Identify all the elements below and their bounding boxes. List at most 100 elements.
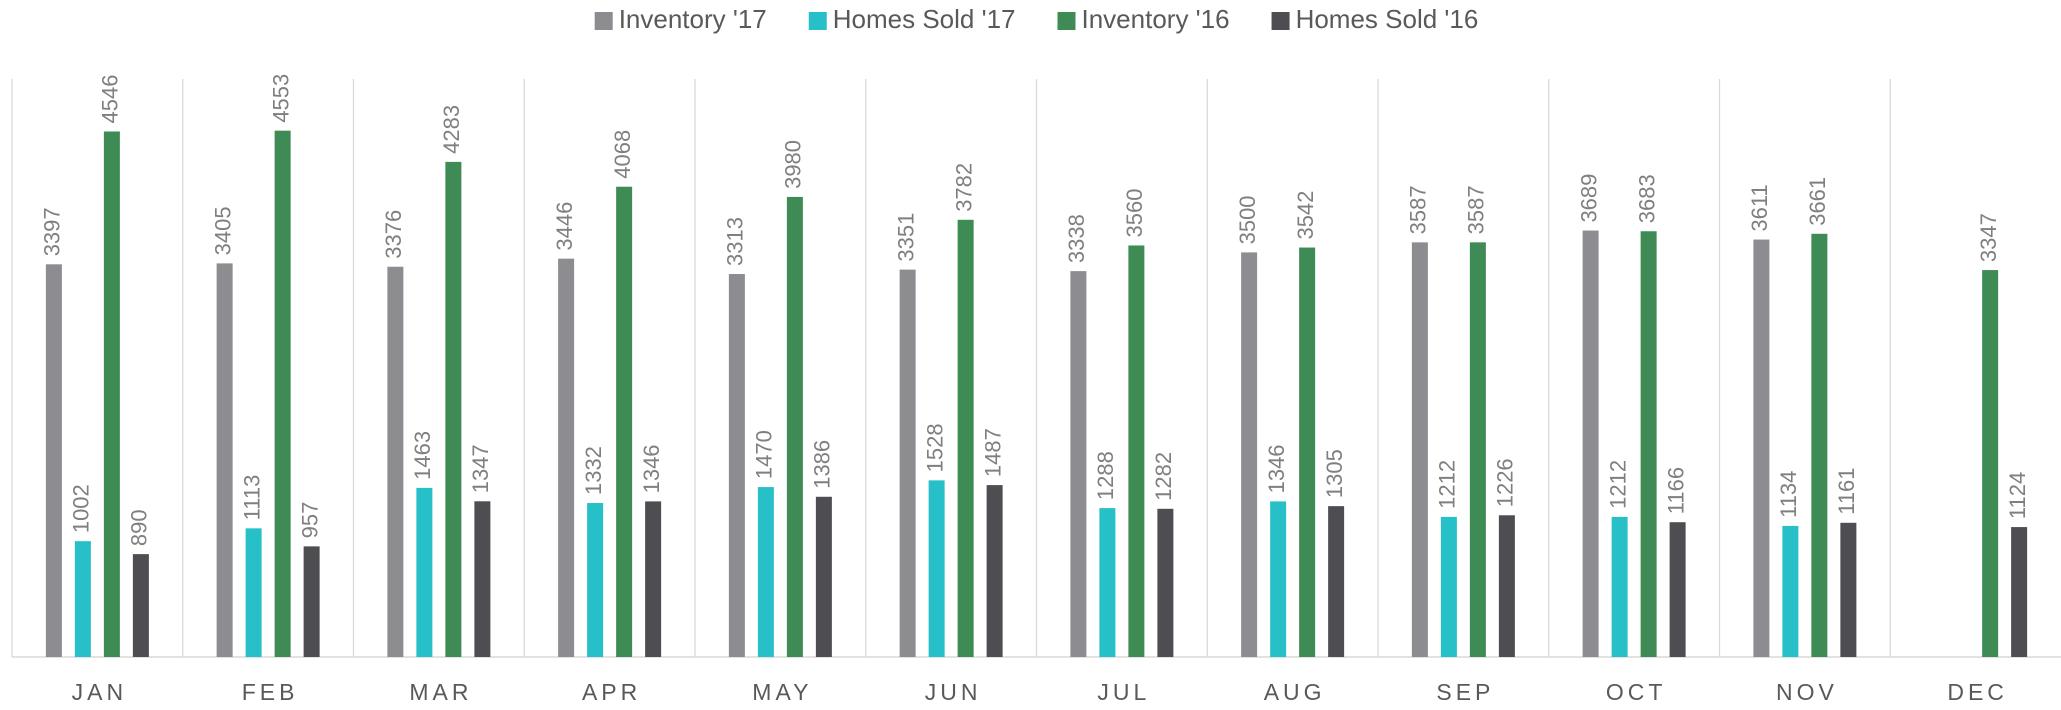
value-label: 4283 [439, 105, 464, 154]
bar [1753, 239, 1770, 657]
value-label: 3446 [552, 202, 577, 251]
value-label: 1002 [69, 484, 94, 533]
bar [445, 161, 462, 657]
bar [986, 485, 1003, 657]
value-label: 3376 [381, 210, 406, 259]
value-label: 1346 [639, 444, 664, 493]
value-label: 3397 [40, 207, 65, 256]
value-label: 3689 [1576, 174, 1601, 223]
bar [1241, 252, 1258, 657]
x-tick-label: SEP [1436, 679, 1494, 705]
bar [1582, 230, 1599, 657]
bar [303, 546, 320, 657]
bar [957, 219, 974, 658]
value-label: 1346 [1264, 444, 1289, 493]
value-label: 1166 [1663, 467, 1688, 514]
bar [645, 501, 662, 657]
bar [474, 501, 491, 657]
bar [1328, 506, 1345, 657]
value-label: 3338 [1064, 214, 1089, 263]
value-label: 1386 [810, 440, 835, 489]
bar [786, 196, 803, 658]
value-label: 3980 [781, 140, 806, 189]
bar [416, 487, 433, 657]
bar [216, 263, 233, 657]
bar [1411, 242, 1428, 657]
value-label: 1528 [922, 423, 947, 472]
x-tick-label: JUL [1097, 679, 1150, 705]
x-tick-label: DEC [1947, 679, 2008, 705]
x-tick-label: NOV [1776, 679, 1838, 705]
bar [1157, 508, 1174, 657]
bar [1982, 270, 1999, 657]
legend-label: Inventory '16 [1082, 4, 1230, 34]
bar [1782, 525, 1799, 657]
bar [728, 274, 745, 657]
bar [928, 480, 945, 657]
value-label: 3560 [1122, 189, 1147, 238]
value-label: 1226 [1493, 458, 1518, 507]
value-label: 3587 [1406, 185, 1431, 234]
value-label: 1282 [1151, 452, 1176, 501]
value-label: 3542 [1293, 191, 1318, 240]
value-label: 957 [297, 502, 322, 539]
value-label: 4546 [98, 75, 123, 124]
legend-label: Homes Sold '17 [833, 4, 1016, 34]
value-label: 1124 [2005, 472, 2030, 519]
value-label: 3500 [1235, 195, 1260, 244]
bar [587, 503, 604, 657]
value-label: 3661 [1805, 177, 1830, 226]
bar [1299, 247, 1316, 657]
value-label: 1212 [1605, 460, 1630, 509]
bar [558, 258, 575, 657]
value-label: 3405 [210, 206, 235, 255]
bar [2011, 527, 2028, 657]
value-label: 1487 [980, 428, 1005, 477]
x-tick-label: AUG [1264, 679, 1326, 705]
value-label: 1347 [468, 444, 493, 493]
bar [1099, 508, 1116, 657]
bar [74, 541, 91, 657]
value-label: 3683 [1634, 174, 1659, 223]
x-tick-label: FEB [242, 679, 299, 705]
value-label: 4553 [268, 74, 293, 123]
bar [1440, 516, 1457, 657]
value-label: 1113 [239, 475, 264, 521]
value-label: 890 [127, 509, 152, 546]
legend-swatch [1057, 12, 1076, 30]
x-tick-label: APR [582, 679, 641, 705]
value-label: 1305 [1322, 449, 1347, 498]
x-tick-label: JAN [72, 679, 127, 705]
x-tick-label: OCT [1606, 679, 1667, 705]
bar [1270, 501, 1287, 657]
bar [1669, 522, 1686, 657]
value-label: 1212 [1435, 460, 1460, 509]
bar [1128, 245, 1145, 658]
value-label: 1332 [581, 446, 606, 495]
legend-swatch [1271, 12, 1290, 30]
legend-label: Inventory '17 [619, 4, 767, 34]
bar [1811, 233, 1828, 658]
x-tick-label: MAY [752, 679, 812, 705]
x-tick-label: MAR [409, 679, 472, 705]
legend: Inventory '17 Homes Sold '17 Inventory '16… [594, 4, 1479, 34]
bar [616, 186, 633, 657]
bar [274, 130, 291, 657]
legend-swatch [594, 12, 613, 30]
x-tick-label: JUN [925, 679, 982, 705]
value-label: 1134 [1776, 471, 1801, 518]
legend-swatch [808, 12, 827, 30]
value-label: 1288 [1093, 451, 1118, 500]
bar [387, 266, 404, 657]
value-label: 3313 [723, 217, 748, 266]
legend-label: Homes Sold '16 [1296, 4, 1479, 34]
bar [45, 264, 62, 657]
value-label: 1470 [752, 430, 777, 479]
bar [899, 269, 916, 657]
value-label: 3782 [951, 163, 976, 212]
bar [1640, 231, 1657, 658]
bar [132, 554, 149, 657]
bar [1840, 522, 1857, 657]
